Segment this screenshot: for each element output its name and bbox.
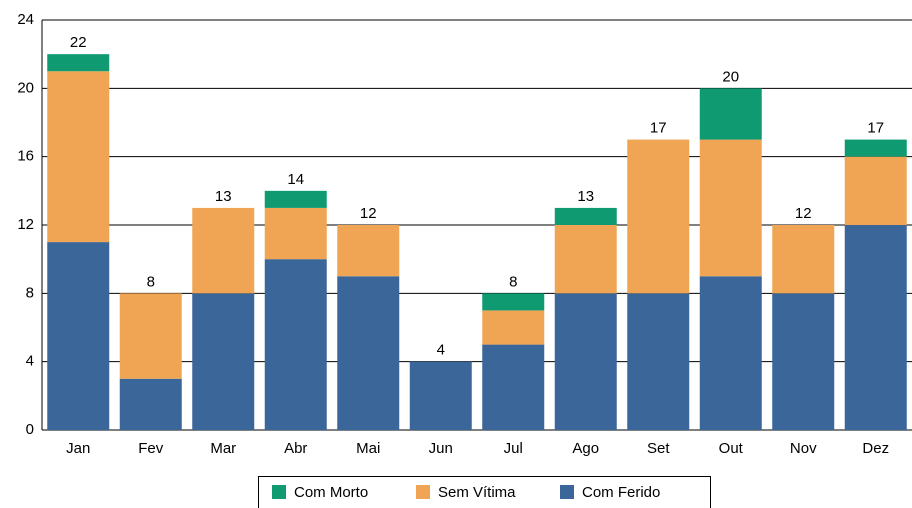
bar-segment [699, 139, 762, 277]
bar-segment [409, 361, 472, 430]
bar-segment [844, 156, 907, 225]
y-tick-label: 24 [17, 11, 34, 28]
total-label: 20 [722, 68, 739, 85]
bar-segment [554, 207, 617, 225]
legend-label: Com Morto [294, 484, 368, 501]
total-label: 17 [650, 120, 667, 137]
bar-segment [264, 190, 327, 208]
legend-swatch [560, 485, 574, 499]
total-label: 17 [867, 120, 884, 137]
bar-segment [844, 225, 907, 430]
total-label: 8 [147, 273, 155, 290]
bar-segment [772, 293, 835, 430]
bar-segment [772, 225, 835, 294]
total-label: 13 [215, 188, 232, 205]
x-tick-label: Mai [356, 440, 380, 457]
bar-segment [482, 344, 545, 430]
bar-segment [482, 310, 545, 345]
bar-segment [554, 293, 617, 430]
y-tick-label: 20 [17, 79, 34, 96]
y-tick-label: 8 [26, 284, 34, 301]
legend-swatch [272, 485, 286, 499]
y-tick-label: 12 [17, 216, 34, 233]
bar-segment [627, 293, 690, 430]
y-tick-label: 0 [26, 421, 34, 438]
bar-segment [119, 378, 182, 430]
total-label: 12 [360, 205, 377, 222]
bar-segment [47, 54, 110, 72]
bar-segment [337, 276, 400, 430]
bar-segment [627, 139, 690, 294]
legend-swatch [416, 485, 430, 499]
total-label: 22 [70, 34, 87, 51]
x-tick-label: Ago [572, 440, 599, 457]
bar-segment [47, 242, 110, 430]
x-tick-label: Mar [210, 440, 236, 457]
bar-segment [699, 276, 762, 430]
legend-label: Com Ferido [582, 484, 660, 501]
bar-segment [554, 225, 617, 294]
y-tick-label: 4 [26, 353, 34, 370]
total-label: 8 [509, 273, 517, 290]
bar-segment [337, 225, 400, 277]
total-label: 12 [795, 205, 812, 222]
legend-box [258, 476, 711, 508]
x-tick-label: Dez [862, 440, 889, 457]
x-tick-label: Jan [66, 440, 90, 457]
x-tick-label: Jun [429, 440, 453, 457]
total-label: 4 [437, 342, 445, 359]
x-tick-label: Fev [138, 440, 164, 457]
x-tick-label: Out [719, 440, 744, 457]
bar-segment [699, 88, 762, 140]
bar-segment [264, 259, 327, 430]
bar-segment [192, 207, 255, 294]
legend-label: Sem Vítima [438, 484, 516, 501]
bar-segment [192, 293, 255, 430]
bar-segment [844, 139, 907, 157]
bar-segment [264, 207, 327, 260]
y-tick-label: 16 [17, 148, 34, 165]
x-tick-label: Set [647, 440, 670, 457]
x-tick-label: Nov [790, 440, 817, 457]
bar-segment [119, 293, 182, 379]
x-tick-label: Abr [284, 440, 307, 457]
x-tick-label: Jul [504, 440, 523, 457]
total-label: 14 [287, 171, 304, 188]
bar-segment [482, 293, 545, 311]
total-label: 13 [577, 188, 594, 205]
bar-segment [47, 71, 110, 243]
